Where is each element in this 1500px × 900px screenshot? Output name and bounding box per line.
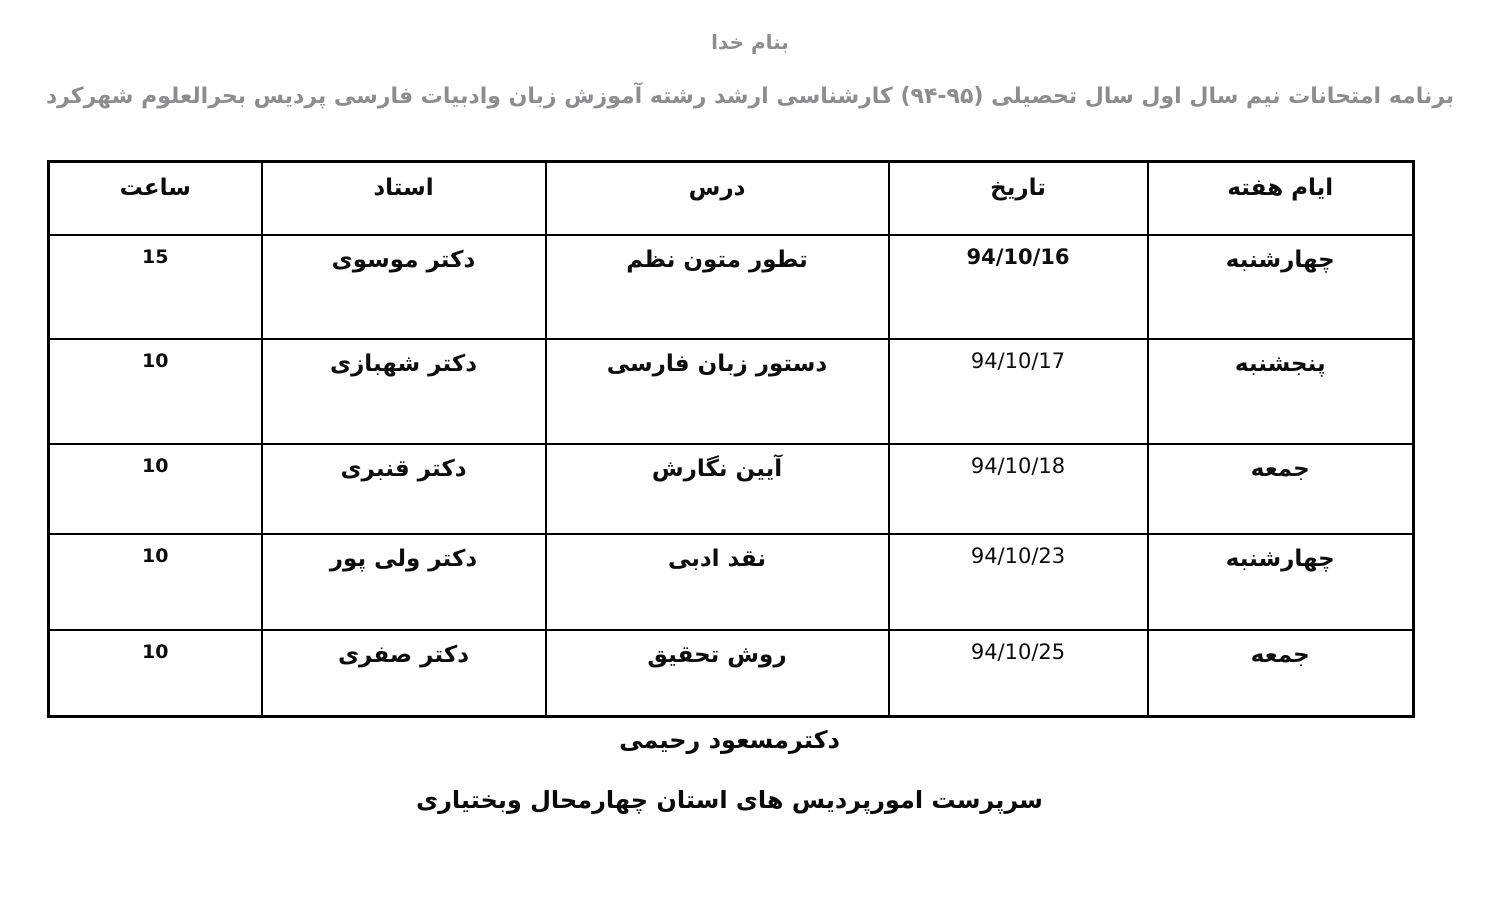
cell-weekday: پنجشنبه: [1146, 337, 1415, 445]
col-header-professor: استاد: [260, 160, 547, 236]
cell-hour: 15: [47, 233, 263, 340]
exam-schedule-table: ایام هفته تاریخ درس استاد ساعت چهارشنبه …: [47, 160, 1415, 718]
cell-hour: 10: [47, 628, 263, 718]
cell-course: روش تحقیق: [544, 628, 890, 718]
col-header-date: تاریخ: [887, 160, 1149, 236]
cell-course: آیین نگارش: [544, 442, 890, 535]
cell-hour: 10: [47, 442, 263, 535]
cell-professor: دکتر صفری: [260, 628, 547, 718]
cell-professor: دکتر ولی پور: [260, 532, 547, 631]
cell-date: 94/10/17: [887, 337, 1149, 445]
cell-weekday: چهارشنبه: [1146, 532, 1415, 631]
cell-date: 94/10/18: [887, 442, 1149, 535]
signer-title: سرپرست امورپردیس های استان چهارمحال وبخت…: [416, 786, 1043, 814]
cell-weekday: چهارشنبه: [1146, 233, 1415, 340]
cell-course: نقد ادبی: [544, 532, 890, 631]
cell-professor: دکتر موسوی: [260, 233, 547, 340]
cell-hour: 10: [47, 532, 263, 631]
bismillah-heading: بنام خدا: [711, 30, 789, 54]
cell-date: 94/10/23: [887, 532, 1149, 631]
cell-professor: دکتر شهبازی: [260, 337, 547, 445]
cell-date: 94/10/25: [887, 628, 1149, 718]
cell-date: 94/10/16: [887, 233, 1149, 340]
signer-name: دکترمسعود رحیمی: [619, 726, 840, 754]
cell-course: دستور زبان فارسی: [544, 337, 890, 445]
cell-weekday: جمعه: [1146, 442, 1415, 535]
table-row: جمعه 94/10/25 روش تحقیق دکتر صفری 10: [47, 628, 1415, 718]
table-header-row: ایام هفته تاریخ درس استاد ساعت: [47, 160, 1415, 236]
col-header-hour: ساعت: [47, 160, 263, 236]
exam-schedule-title: برنامه امتحانات نیم سال اول سال تحصیلی (…: [45, 84, 1455, 109]
cell-hour: 10: [47, 337, 263, 445]
table-row: چهارشنبه 94/10/23 نقد ادبی دکتر ولی پور …: [47, 532, 1415, 631]
col-header-course: درس: [544, 160, 890, 236]
cell-course: تطور متون نظم: [544, 233, 890, 340]
table-row: پنجشنبه 94/10/17 دستور زبان فارسی دکتر ش…: [47, 337, 1415, 445]
cell-weekday: جمعه: [1146, 628, 1415, 718]
table-row: چهارشنبه 94/10/16 تطور متون نظم دکتر موس…: [47, 233, 1415, 340]
col-header-weekday: ایام هفته: [1146, 160, 1415, 236]
table-row: جمعه 94/10/18 آیین نگارش دکتر قنبری 10: [47, 442, 1415, 535]
cell-professor: دکتر قنبری: [260, 442, 547, 535]
